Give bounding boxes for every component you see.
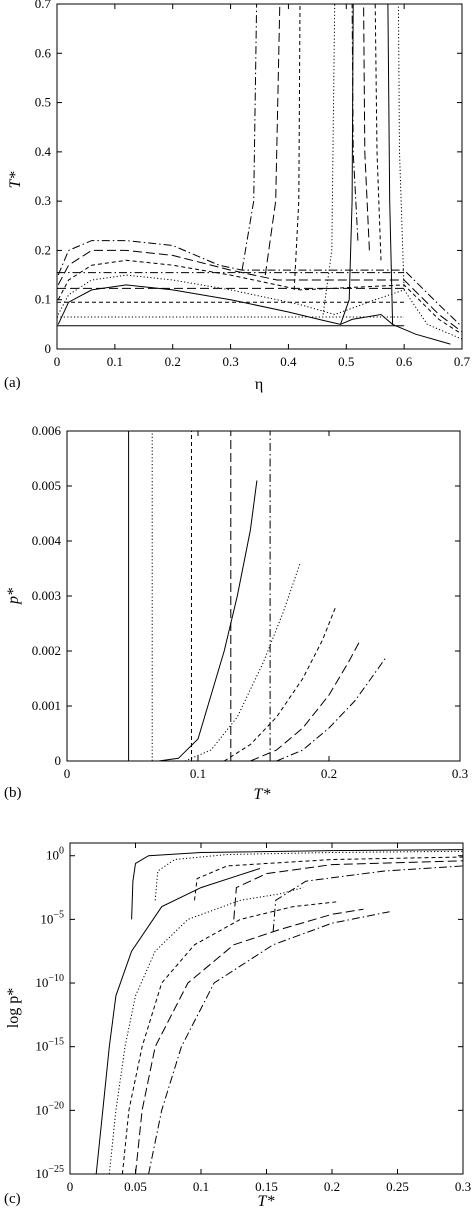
y-tick-label: 0 xyxy=(45,341,52,356)
y-tick-label: 0.2 xyxy=(35,242,51,257)
panel-c-label: (c) xyxy=(4,1191,21,1207)
spinodal-right-solid xyxy=(387,4,394,325)
x-tick-label: 0 xyxy=(64,766,71,781)
upper-curve-dotted xyxy=(154,850,463,901)
x-tick-label: 0.25 xyxy=(386,1179,409,1194)
panel-a-label: (a) xyxy=(4,375,21,391)
binodal-curve-dotted xyxy=(57,274,462,340)
y-tick-label: 0.6 xyxy=(35,45,52,60)
lower-curve-dotted xyxy=(108,887,304,1174)
panel-b-frame xyxy=(66,430,461,762)
lower-curve-solid xyxy=(95,868,261,1174)
panel-c-curves xyxy=(95,849,463,1174)
spinodal-left-dotted xyxy=(322,4,336,315)
panel-c: 0 0.05 0.1 0.15 0.2 0.25 0.3 100 10−5 10−10 10−15 1… xyxy=(4,842,471,1210)
pressure-curve-long-dash xyxy=(250,639,361,761)
binodal-curve-solid xyxy=(57,284,451,345)
panel-b-label: (b) xyxy=(4,785,22,801)
y-tick-label: 0.004 xyxy=(32,533,62,548)
panel-b: 0 0.1 0.2 0.3 0 0.001 0.002 0.003 0.004 0.005 0.00… xyxy=(4,423,468,803)
panel-b-ylabel: p* xyxy=(5,588,22,605)
y-tick-label: 0.001 xyxy=(32,698,61,713)
x-tick-label: 0.2 xyxy=(165,354,181,369)
y-tick-label: 10−10 xyxy=(35,973,64,990)
binodal-curve-short-dash xyxy=(57,259,462,335)
panel-b-xlabel: T* xyxy=(254,786,271,803)
panel-b-curves xyxy=(128,431,388,761)
x-tick-label: 0 xyxy=(54,354,61,369)
y-tick-label: 0.003 xyxy=(32,588,61,603)
panel-a-ticks: 0 0.1 0.2 0.3 0.4 0.5 0.6 0.7 0 0.1 0.2 0.3 0.4 0.5 0.… xyxy=(35,0,471,369)
y-tick-label: 0 xyxy=(55,753,62,768)
spinodal-right-dash-dot xyxy=(351,4,359,241)
upper-curve-short-dash xyxy=(194,856,463,901)
x-tick-label: 0.2 xyxy=(324,1179,340,1194)
upper-curve-long-dash xyxy=(233,860,463,920)
spinodal-left-long-dash xyxy=(264,4,281,276)
lower-curve-short-dash xyxy=(121,901,339,1174)
x-tick-label: 0.5 xyxy=(338,354,354,369)
y-tick-label: 10−5 xyxy=(40,909,64,926)
upper-curve-solid xyxy=(131,849,463,920)
binodal-curve-dash-dot xyxy=(57,240,462,328)
x-tick-label: 0.7 xyxy=(454,354,471,369)
y-tick-label: 0.1 xyxy=(35,292,51,307)
pressure-curve-dotted xyxy=(184,562,301,761)
y-tick-label: 0.4 xyxy=(35,144,52,159)
binodal-curve-long-dash xyxy=(57,249,462,333)
y-tick-label: 10−15 xyxy=(35,1037,64,1054)
spinodal-left-solid xyxy=(340,4,354,325)
panel-a-frame xyxy=(56,3,463,350)
spinodal-right-dotted xyxy=(397,4,405,290)
panel-a-ylabel: T* xyxy=(7,172,24,189)
pressure-curve-solid xyxy=(158,480,258,761)
spinodal-right-long-dash xyxy=(363,4,370,251)
panel-a: 0 0.1 0.2 0.3 0.4 0.5 0.6 0.7 0 0.1 0.2 0.3 0.4 0.5 0.… xyxy=(4,0,471,393)
x-tick-label: 0.1 xyxy=(193,1179,209,1194)
y-tick-label: 0.006 xyxy=(32,423,62,438)
x-tick-label: 0.15 xyxy=(255,1179,278,1194)
y-tick-label: 0.5 xyxy=(35,95,51,110)
lower-curve-long-dash xyxy=(135,908,364,1174)
y-tick-label: 0.3 xyxy=(35,193,51,208)
x-tick-label: 0 xyxy=(67,1179,74,1194)
x-tick-label: 0.05 xyxy=(124,1179,147,1194)
panel-c-ticks: 0 0.05 0.1 0.15 0.2 0.25 0.3 100 10−5 10−10 10−15 1… xyxy=(35,843,471,1194)
x-tick-label: 0.4 xyxy=(280,354,297,369)
lower-curve-dash-dot xyxy=(148,911,390,1174)
x-tick-label: 0.2 xyxy=(321,766,337,781)
x-tick-label: 0.3 xyxy=(455,1179,471,1194)
panel-a-curves xyxy=(57,4,462,345)
panel-c-xlabel: T* xyxy=(258,1193,275,1209)
x-tick-label: 0.3 xyxy=(452,766,468,781)
spinodal-left-short-dash xyxy=(293,4,301,290)
panel-b-ticks: 0 0.1 0.2 0.3 0 0.001 0.002 0.003 0.004 0.005 0.00… xyxy=(32,423,468,781)
x-tick-label: 0.1 xyxy=(107,354,123,369)
spinodal-left-dash-dot xyxy=(241,4,258,271)
y-tick-label: 0.7 xyxy=(35,0,52,11)
y-tick-label: 0.002 xyxy=(32,643,61,658)
panel-c-frame xyxy=(69,842,464,1175)
pressure-curve-dash-dot xyxy=(276,656,388,761)
panel-c-ylabel: log p* xyxy=(5,988,22,1028)
x-tick-label: 0.1 xyxy=(190,766,206,781)
y-tick-label: 100 xyxy=(46,846,64,863)
spinodal-right-short-dash xyxy=(374,4,382,261)
y-tick-label: 0.005 xyxy=(32,478,61,493)
panel-a-xlabel: η xyxy=(255,376,263,393)
y-tick-label: 10−20 xyxy=(35,1100,64,1117)
x-tick-label: 0.6 xyxy=(396,354,413,369)
pressure-curve-short-dash xyxy=(223,606,337,761)
y-tick-label: 10−25 xyxy=(35,1164,64,1181)
upper-curve-dash-dot xyxy=(272,865,463,933)
x-tick-label: 0.3 xyxy=(222,354,238,369)
